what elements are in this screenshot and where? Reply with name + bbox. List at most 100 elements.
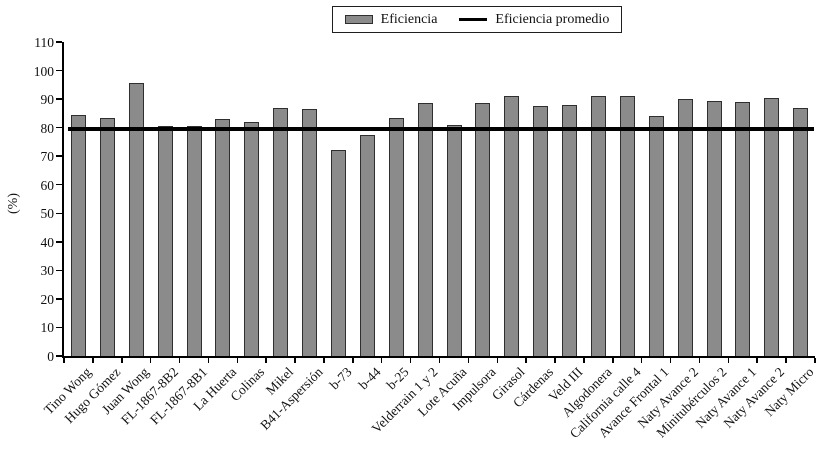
x-tick-mark [149, 358, 152, 363]
legend-bar-swatch-icon [344, 15, 373, 24]
x-tick-mark [438, 358, 441, 363]
bar-cell [208, 42, 237, 356]
x-tick-mark [467, 358, 470, 363]
x-tick-mark [63, 358, 65, 363]
y-tick-mark [56, 298, 62, 300]
bar [619, 96, 635, 356]
bar-cell [728, 42, 757, 356]
x-axis-labels: Tino Wong Hugo Gómez Juan Wong FL-1867-8B2 F… [41, 42, 816, 441]
bar-cell [295, 42, 324, 356]
bar [359, 134, 375, 356]
y-tick-mark [56, 98, 62, 100]
x-tick-mark [583, 358, 585, 363]
bar [273, 107, 289, 356]
x-tick-mark [554, 358, 556, 363]
bar-cell [382, 42, 411, 356]
bar [215, 119, 231, 356]
x-tick-mark [121, 358, 123, 363]
x-tick-mark [236, 358, 239, 363]
bar-cell [613, 42, 642, 356]
average-line [68, 127, 814, 132]
x-tick-mark [352, 358, 354, 363]
y-axis: 0 10 20 30 40 50 60 70 80 90 100 110 [34, 35, 815, 364]
plot-area: 0 10 20 30 40 50 60 70 80 90 100 110 Tino Wong Hugo … [34, 35, 817, 441]
x-tick-label: b-73 [326, 364, 355, 393]
y-tick-label: 40 [40, 234, 55, 250]
bar [533, 106, 549, 356]
x-tick-label: b-44 [355, 364, 384, 393]
bar-cell [122, 42, 151, 356]
bar [186, 126, 202, 356]
legend-line-swatch-icon [459, 18, 488, 21]
x-tick-mark [92, 358, 94, 363]
bar [706, 100, 722, 356]
x-tick-mark [814, 358, 816, 363]
x-tick-mark [785, 358, 787, 363]
bar [388, 117, 404, 356]
bar [70, 114, 86, 356]
y-tick-label: 70 [40, 149, 55, 165]
bar-cell [64, 42, 93, 356]
y-tick-label: 0 [47, 349, 54, 364]
y-tick-mark [56, 183, 62, 186]
x-tick-mark [612, 358, 614, 363]
y-tick-label: 30 [40, 263, 55, 279]
x-tick-mark [323, 358, 325, 363]
x-tick-mark [669, 358, 672, 363]
y-tick-mark [56, 126, 62, 129]
x-tick-mark [727, 358, 730, 363]
bar-cell [324, 42, 353, 356]
x-tick-mark [409, 358, 412, 363]
y-tick-label: 60 [40, 177, 55, 193]
y-tick-mark [56, 41, 62, 43]
bar [128, 83, 144, 356]
y-tick-mark [56, 155, 62, 157]
x-tick-mark [496, 358, 499, 363]
y-tick-label: 10 [40, 320, 55, 336]
bar-cell [671, 42, 700, 356]
bar-cell [497, 42, 526, 356]
bar-cell [642, 42, 671, 356]
bar [244, 121, 260, 356]
bar-cell [180, 42, 209, 356]
x-tick-mark [207, 358, 210, 363]
bar-cell [468, 42, 497, 356]
bar-cell [555, 42, 584, 356]
bar [99, 117, 115, 356]
y-tick-label: 100 [33, 63, 54, 79]
bar [677, 99, 693, 356]
x-tick-mark [756, 358, 758, 363]
bar-cell [584, 42, 613, 356]
x-tick-mark [640, 358, 643, 363]
y-tick-mark [56, 269, 62, 272]
bar-cell [93, 42, 122, 356]
legend-label-eficiencia-promedio: Eficiencia promedio [495, 11, 610, 27]
bar-cell [526, 42, 555, 356]
bar-cell [411, 42, 440, 356]
bar-cell [266, 42, 295, 356]
y-tick-mark [56, 212, 62, 215]
bar-cell [353, 42, 382, 356]
bar [157, 126, 173, 356]
bar [504, 96, 520, 356]
bar-cell [700, 42, 729, 356]
bar-cell [237, 42, 266, 356]
y-tick-label: 80 [40, 120, 55, 136]
x-tick-mark [380, 358, 383, 363]
bar [793, 107, 809, 356]
bar-cell [757, 42, 786, 356]
x-tick-mark [265, 358, 267, 363]
bar-cell [440, 42, 469, 356]
y-tick-mark [56, 355, 62, 357]
chart-legend: Eficiencia Eficiencia promedio [332, 6, 622, 33]
bar-cell [151, 42, 180, 356]
x-tick-mark [525, 358, 527, 363]
bar [446, 124, 462, 356]
x-tick-mark [294, 358, 296, 363]
y-tick-label: 50 [40, 206, 55, 222]
bar [590, 96, 606, 356]
x-axis-ticks [63, 42, 816, 363]
x-tick-mark [698, 358, 701, 363]
y-tick-label: 20 [40, 291, 55, 307]
